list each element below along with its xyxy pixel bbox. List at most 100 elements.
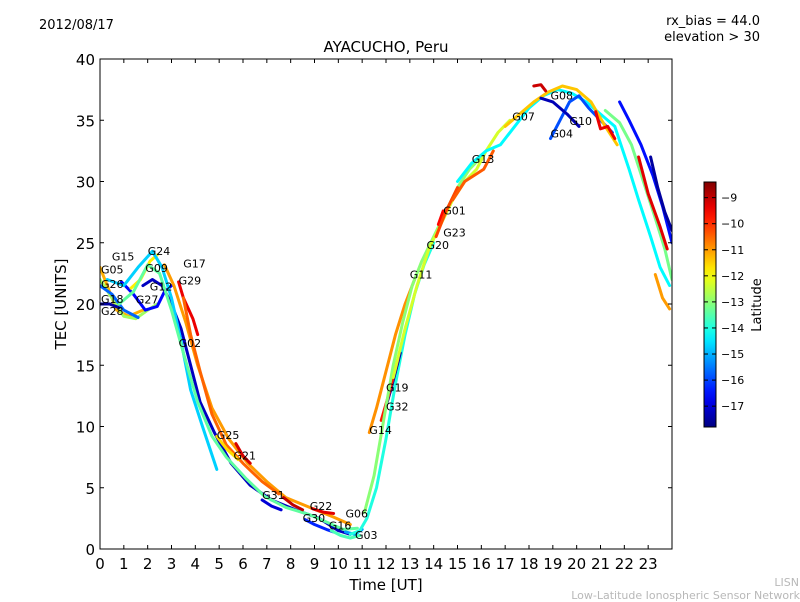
sat-label-g04: G04 [551,127,574,140]
sat-label-g32: G32 [386,401,409,414]
track-g14 [367,278,417,435]
x-tick-label: 1 [119,555,129,573]
colorbar-tick-label: −13 [721,296,744,309]
y-tick-label: 40 [76,51,95,69]
sat-label-g25: G25 [217,429,240,442]
elevation-label: elevation > 30 [664,30,760,45]
sat-label-g31: G31 [262,489,285,502]
sat-label-g12: G12 [150,281,173,294]
sat-label-g28: G28 [101,305,124,318]
x-tick-label: 6 [238,555,248,573]
y-tick-label: 30 [76,174,95,192]
sat-label-g06: G06 [346,507,369,520]
track-g01 [436,209,445,226]
chart-title: AYACUCHO, Peru [323,38,449,56]
x-tick-label: 19 [543,555,562,573]
y-tick-label: 5 [85,480,95,498]
track-g11 [363,155,483,514]
sat-label-g11: G11 [410,268,433,281]
x-tick-label: 2 [143,555,153,573]
sat-label-g19: G19 [386,382,409,395]
credit: LISN Low-Latitude Ionospheric Sensor Net… [571,576,800,602]
x-axis: 0 1 2 3 4 5 6 7 8 9 10 11 12 13 14 15 16 17 18 19 20 21 22 23 [95,59,658,573]
sat-label-g16: G16 [329,519,352,532]
credit-long: Low-Latitude Ionospheric Sensor Network [571,589,800,602]
x-tick-label: 15 [448,555,467,573]
track-g18b [282,496,305,512]
colorbar-tick-label: −17 [721,400,744,413]
y-tick-label: 25 [76,235,95,253]
x-tick-label: 23 [639,555,658,573]
sat-label-g07: G07 [512,110,535,123]
sat-label-g26: G26 [101,278,124,291]
sat-label-g10: G10 [570,115,593,128]
track-g29 [177,280,200,337]
x-tick-label: 18 [519,555,538,573]
track-g12b [603,109,672,281]
track-g28 [100,284,140,319]
track-g22 [310,507,336,515]
sat-label-g05: G05 [101,263,124,276]
x-tick-label: 11 [353,555,372,573]
x-tick-label: 3 [167,555,177,573]
x-tick-label: 7 [262,555,272,573]
colorbar-tick-label: −14 [721,322,744,335]
x-tick-label: 22 [615,555,634,573]
colorbar-tick-label: −15 [721,348,744,361]
x-tick-label: 0 [95,555,105,573]
track-g13 [451,149,495,202]
track-g25 [215,434,240,462]
sat-label-g02: G02 [179,337,202,350]
track-g28b [653,273,672,311]
x-tick-label: 20 [567,555,586,573]
y-tick-label: 15 [76,357,95,375]
colorbar-tick-label: −10 [721,218,744,231]
date-label: 2012/08/17 [39,18,114,33]
x-tick-label: 14 [424,555,443,573]
rx-bias-label: rx_bias = 44.0 [666,14,760,29]
sat-label-g09: G09 [145,262,168,275]
y-tick-label: 0 [85,541,95,559]
x-axis-label: Time [UT] [348,576,422,594]
track-g07 [456,88,672,288]
credit-short: LISN [774,576,799,589]
x-tick-label: 13 [400,555,419,573]
sat-label-g30: G30 [303,512,326,525]
sat-label-g20: G20 [427,239,450,252]
x-tick-label: 17 [496,555,515,573]
track-g17 [117,263,359,531]
colorbar-tick-label: −16 [721,374,744,387]
track-g22c [649,155,672,232]
y-tick-label: 10 [76,419,95,437]
y-axis-label: TEC [UNITS] [52,259,70,351]
sat-label-g21: G21 [234,449,257,462]
x-tick-label: 8 [286,555,296,573]
sat-label-g27: G27 [136,294,159,307]
track-g16 [329,529,362,540]
track-g08b [532,83,548,93]
track-g10 [539,96,581,128]
y-tick-label: 20 [76,296,95,314]
x-tick-label: 16 [472,555,491,573]
sat-label-g24: G24 [148,245,171,258]
params-label: rx_bias = 44.0 elevation > 30 [664,14,760,46]
y-axis: 0 5 10 15 20 25 30 35 40 [76,51,672,559]
sat-label-g18: G18 [101,293,124,306]
track-g08 [503,84,619,147]
colorbar-gradient [703,181,717,428]
track-g21 [234,442,252,465]
track-g02 [181,296,281,496]
colorbar-ticks: −9 −10 −11 −12 −13 −14 −15 −16 −17 [704,192,744,413]
sat-label-g03: G03 [355,529,378,542]
colorbar-tick-label: −11 [721,244,744,257]
colorbar: −9 −10 −11 −12 −13 −14 −15 −16 −17 Latitude [703,181,765,428]
colorbar-label: Latitude [750,278,765,332]
sat-label-g08: G08 [551,89,574,102]
tracks-layer [100,83,672,540]
track-g31 [260,498,283,512]
sat-label-g01: G01 [443,205,466,218]
sat-label-g17: G17 [183,257,206,270]
colorbar-tick-label: −12 [721,270,744,283]
